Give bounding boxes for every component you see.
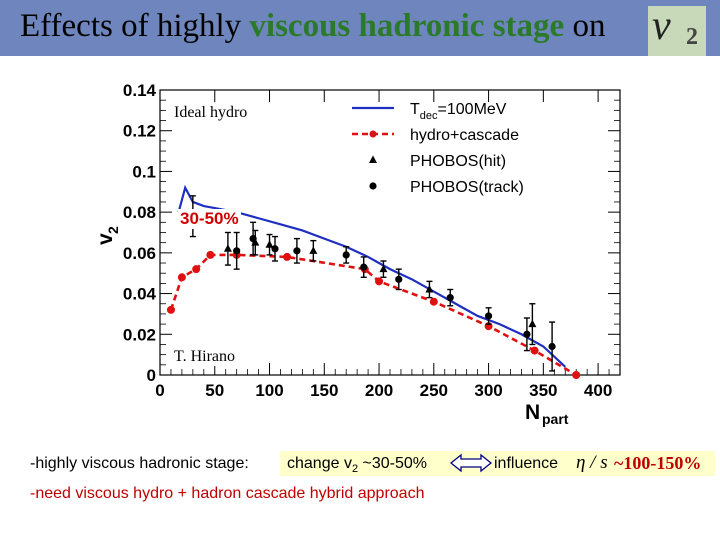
phobos-track-point — [360, 263, 368, 271]
y-tick-label: 0.04 — [123, 285, 157, 304]
x-tick-label: 300 — [474, 381, 502, 400]
title-bar — [0, 0, 720, 56]
legend-label: PHOBOS(track) — [410, 179, 524, 196]
phobos-track-point — [293, 247, 301, 255]
phobos-hit-point — [528, 319, 537, 328]
y-tick-label: 0 — [147, 366, 156, 385]
phobos-track-point — [523, 330, 531, 338]
hydro-cascade-point — [429, 297, 438, 306]
y-tick-label: 0.02 — [123, 325, 156, 344]
change-v2-text: change v2 ~30-50% — [287, 455, 427, 475]
phobos-hit-point — [379, 264, 388, 273]
bullet-hybrid-approach: -need viscous hydro + hadron cascade hyb… — [30, 485, 425, 502]
x-tick-label: 400 — [584, 381, 612, 400]
v2-vs-npart-chart: 0 0.02 0.04 0.06 0.08 0.1 0.12 0.14 0 50 100 150 200… — [100, 81, 621, 427]
x-axis-subscript: part — [542, 411, 569, 427]
centrality-label: 30-50% — [178, 209, 241, 229]
x-tick-label: 0 — [155, 381, 164, 400]
y-axis-subscript: 2 — [105, 226, 121, 234]
y-tick-label: 0.08 — [123, 203, 156, 222]
author-label: T. Hirano — [172, 348, 238, 366]
phobos-hit-point — [425, 285, 434, 293]
hydro-cascade-point — [177, 273, 186, 282]
hydro-cascade-point — [283, 252, 292, 261]
x-tick-label: 200 — [365, 381, 393, 400]
x-tick-label: 100 — [255, 381, 283, 400]
phobos-track-point — [271, 245, 279, 253]
legend-cascade-dot — [369, 130, 377, 138]
x-tick-label: 50 — [205, 381, 224, 400]
legend-label: hydro+cascade — [410, 127, 519, 144]
y-tick-label: 0.12 — [123, 122, 156, 141]
influence-range: ~100-150% — [614, 453, 702, 473]
phobos-hit-point — [265, 240, 274, 248]
y-tick-label: 0.1 — [132, 162, 156, 181]
bullet-viscous-stage: -highly viscous hadronic stage: — [30, 455, 249, 472]
title-suffix: on — [564, 8, 606, 44]
change-subscript: 2 — [351, 463, 359, 476]
phobos-hit-point — [223, 244, 232, 252]
legend-label: Tdec=100MeV — [410, 101, 507, 122]
hydro-cascade-point — [530, 346, 539, 355]
phobos-track-point — [484, 312, 493, 320]
double-arrow-icon — [450, 453, 492, 473]
v2-badge — [648, 6, 706, 56]
phobos-track-point — [446, 294, 454, 302]
x-axis-title: N — [525, 401, 540, 424]
phobos-hit-point — [309, 246, 318, 254]
phobos-track-point — [395, 275, 403, 283]
y-axis-title: v — [100, 233, 117, 245]
hydro-cascade-line — [169, 253, 577, 377]
hydro-cascade-point — [375, 277, 384, 286]
phobos-track-point — [548, 342, 556, 351]
highlight-box — [280, 451, 715, 476]
legend-label: PHOBOS(hit) — [410, 153, 506, 170]
x-tick-label: 150 — [310, 381, 338, 400]
y-axis-title-group: v2 — [100, 226, 121, 245]
x-tick-label: 250 — [420, 381, 448, 400]
y-tick-label: 0.06 — [123, 244, 156, 263]
title-highlight: viscous hadronic stage — [249, 8, 565, 44]
change-suffix: ~30-50% — [358, 455, 428, 472]
legend-track-swatch — [369, 182, 377, 190]
hydro-cascade-point — [206, 250, 215, 259]
x-tick-label: 350 — [529, 381, 557, 400]
change-prefix: change v — [287, 455, 352, 472]
phobos-track-point — [342, 251, 350, 259]
v2-symbol: v — [652, 3, 671, 49]
slide-title: Effects of highly viscous hadronic stage… — [20, 8, 605, 45]
influence-text: influence — [494, 455, 559, 472]
legend-hit-swatch — [369, 155, 377, 163]
eta-over-s: η / s — [576, 452, 608, 473]
hydro-cascade-point — [166, 305, 175, 314]
hydro-cascade-point — [192, 265, 201, 274]
v2-subscript: 2 — [686, 24, 698, 50]
ideal-hydro-label: Ideal hydro — [172, 104, 250, 122]
phobos-hit-point — [251, 238, 260, 246]
hydro-cascade-point — [572, 371, 581, 379]
phobos-track-point — [233, 247, 241, 255]
y-tick-label: 0.14 — [123, 81, 157, 100]
title-prefix: Effects of highly — [20, 8, 250, 44]
